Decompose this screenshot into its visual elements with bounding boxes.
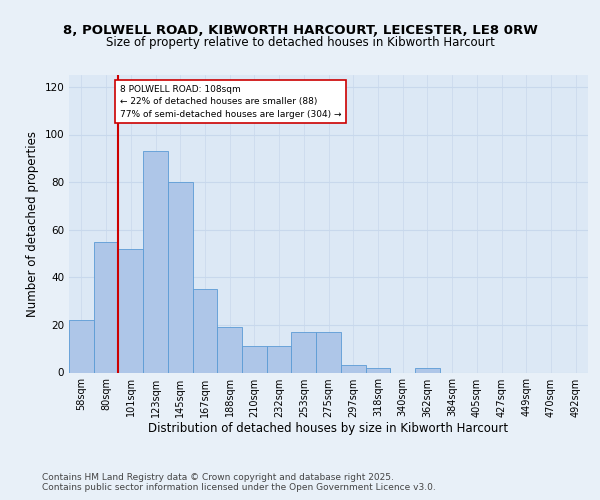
Text: 8, POLWELL ROAD, KIBWORTH HARCOURT, LEICESTER, LE8 0RW: 8, POLWELL ROAD, KIBWORTH HARCOURT, LEIC… — [62, 24, 538, 38]
Bar — [316, 332, 341, 372]
Text: Size of property relative to detached houses in Kibworth Harcourt: Size of property relative to detached ho… — [106, 36, 494, 49]
Bar — [94, 242, 118, 372]
Bar — [365, 368, 390, 372]
Bar — [143, 151, 168, 372]
Bar — [267, 346, 292, 372]
Bar — [168, 182, 193, 372]
Bar — [217, 328, 242, 372]
Bar — [193, 289, 217, 372]
Bar — [242, 346, 267, 372]
Y-axis label: Number of detached properties: Number of detached properties — [26, 130, 39, 317]
X-axis label: Distribution of detached houses by size in Kibworth Harcourt: Distribution of detached houses by size … — [148, 422, 509, 436]
Bar — [69, 320, 94, 372]
Bar — [415, 368, 440, 372]
Text: Contains HM Land Registry data © Crown copyright and database right 2025.
Contai: Contains HM Land Registry data © Crown c… — [42, 472, 436, 492]
Bar — [118, 248, 143, 372]
Text: 8 POLWELL ROAD: 108sqm
← 22% of detached houses are smaller (88)
77% of semi-det: 8 POLWELL ROAD: 108sqm ← 22% of detached… — [119, 84, 341, 118]
Bar — [341, 366, 365, 372]
Bar — [292, 332, 316, 372]
